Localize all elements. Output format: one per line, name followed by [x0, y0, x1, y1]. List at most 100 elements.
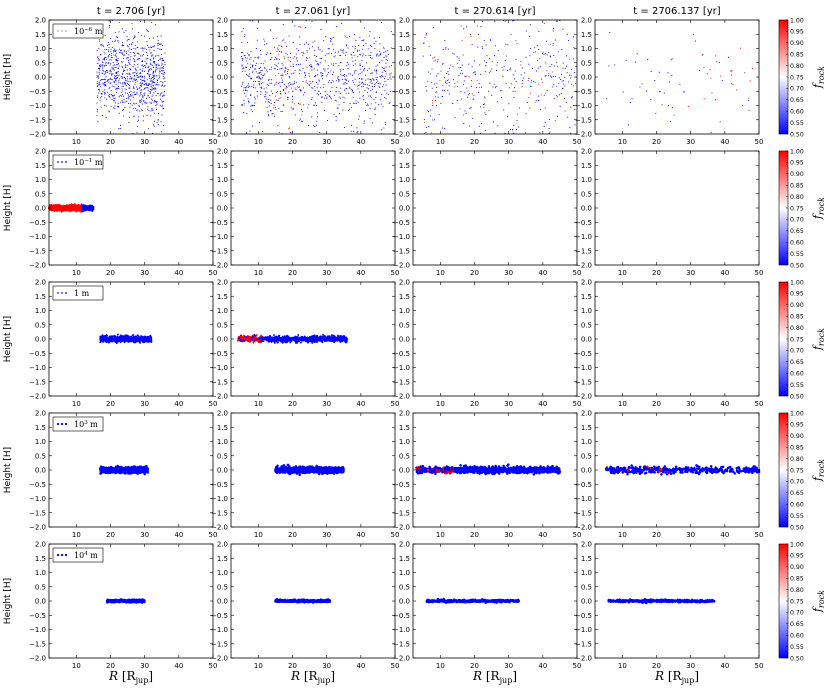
ice-rich-point [103, 341, 105, 343]
ice-rich-point [244, 87, 245, 88]
ice-rich-point [254, 105, 255, 106]
ice-rich-point [149, 78, 150, 79]
ice-rich-point [164, 81, 165, 82]
ice-rich-point [156, 101, 157, 102]
ice-rich-point [264, 41, 265, 42]
ice-rich-point [270, 69, 271, 70]
ice-rich-point [378, 86, 379, 87]
ice-rich-point [138, 120, 139, 121]
ice-rich-point [108, 79, 109, 80]
ice-rich-point [284, 335, 286, 337]
ice-rich-point [104, 335, 106, 337]
rock-rich-point [477, 80, 478, 81]
ice-rich-point [376, 54, 377, 55]
ice-rich-point [286, 46, 287, 47]
ice-rich-point [162, 45, 163, 46]
ice-rich-point [275, 107, 276, 108]
ice-rich-point [385, 51, 386, 52]
rock-rich-point [505, 21, 506, 22]
ice-rich-point [523, 78, 524, 79]
ice-rich-point [553, 84, 554, 85]
ice-rich-point [99, 65, 100, 66]
ice-rich-point [385, 81, 386, 82]
x-tick-label: 50 [209, 269, 218, 277]
ice-rich-point [315, 75, 316, 76]
ice-rich-point [485, 71, 486, 72]
ice-rich-point [162, 70, 163, 71]
ice-rich-point [105, 57, 106, 58]
ice-rich-point [356, 100, 357, 101]
ice-rich-point [250, 51, 251, 52]
ice-rich-point [319, 132, 320, 133]
colorbar-tick-label: 0.55 [790, 251, 804, 258]
ice-rich-point [135, 82, 136, 83]
ice-rich-point [86, 206, 88, 208]
ice-rich-point [329, 48, 330, 49]
ice-rich-point [369, 36, 370, 37]
ice-rich-point [139, 58, 140, 59]
ice-rich-point [151, 55, 152, 56]
ice-rich-point [136, 75, 137, 76]
ice-rich-point [133, 108, 134, 109]
ice-rich-point [314, 50, 315, 51]
ice-rich-point [563, 63, 564, 64]
rock-rich-point [51, 204, 53, 206]
ice-rich-point [355, 48, 356, 49]
ice-rich-point [505, 44, 506, 45]
ice-rich-point [265, 96, 266, 97]
ice-rich-point [464, 76, 465, 77]
rock-rich-point [288, 60, 289, 61]
ice-rich-point [158, 119, 159, 120]
ice-rich-point [290, 84, 291, 85]
x-tick-label: 40 [174, 138, 183, 146]
ice-rich-point [573, 58, 574, 59]
ice-rich-point [268, 115, 269, 116]
ice-rich-point [128, 84, 129, 85]
ice-rich-point [153, 58, 154, 59]
ice-rich-point [281, 75, 282, 76]
ice-rich-point [260, 54, 261, 55]
ice-rich-point [440, 103, 441, 104]
ice-rich-point [115, 89, 116, 90]
ice-rich-point [110, 78, 111, 79]
rock-rich-point [488, 110, 489, 111]
ice-rich-point [97, 75, 98, 76]
ice-rich-point [552, 86, 553, 87]
ice-rich-point [269, 105, 270, 106]
ice-rich-point [128, 338, 130, 340]
ice-rich-point [114, 78, 115, 79]
ice-rich-point [153, 37, 154, 38]
ice-rich-point [138, 337, 140, 339]
ice-rich-point [445, 82, 446, 83]
ice-rich-point [524, 72, 525, 73]
colorbar-tick-label: 0.65 [790, 228, 804, 235]
ice-rich-point [573, 85, 574, 86]
ice-rich-point [112, 41, 113, 42]
ice-rich-point [515, 59, 516, 60]
ice-rich-point [470, 34, 471, 35]
ice-rich-point [152, 110, 153, 111]
ice-rich-point [340, 69, 341, 70]
ice-rich-point [496, 70, 497, 71]
ice-rich-point [124, 50, 125, 51]
ice-rich-point [310, 83, 311, 84]
rock-rich-point [699, 70, 700, 71]
ice-rich-point [244, 36, 245, 37]
ice-rich-point [164, 72, 165, 73]
ice-rich-point [245, 67, 246, 68]
ice-rich-point [155, 70, 156, 71]
y-tick-label: −2.0 [393, 131, 410, 139]
ice-rich-point [359, 116, 360, 117]
ice-rich-point [339, 55, 340, 56]
x-tick-label: 10 [254, 138, 263, 146]
ice-rich-point [490, 40, 491, 41]
ice-rich-point [149, 38, 150, 39]
ice-rich-point [121, 338, 123, 340]
x-tick-label: 20 [470, 138, 479, 146]
ice-rich-point [127, 76, 128, 77]
rock-rich-point [731, 83, 732, 84]
ice-rich-point [545, 62, 546, 63]
ice-rich-point [258, 76, 259, 77]
